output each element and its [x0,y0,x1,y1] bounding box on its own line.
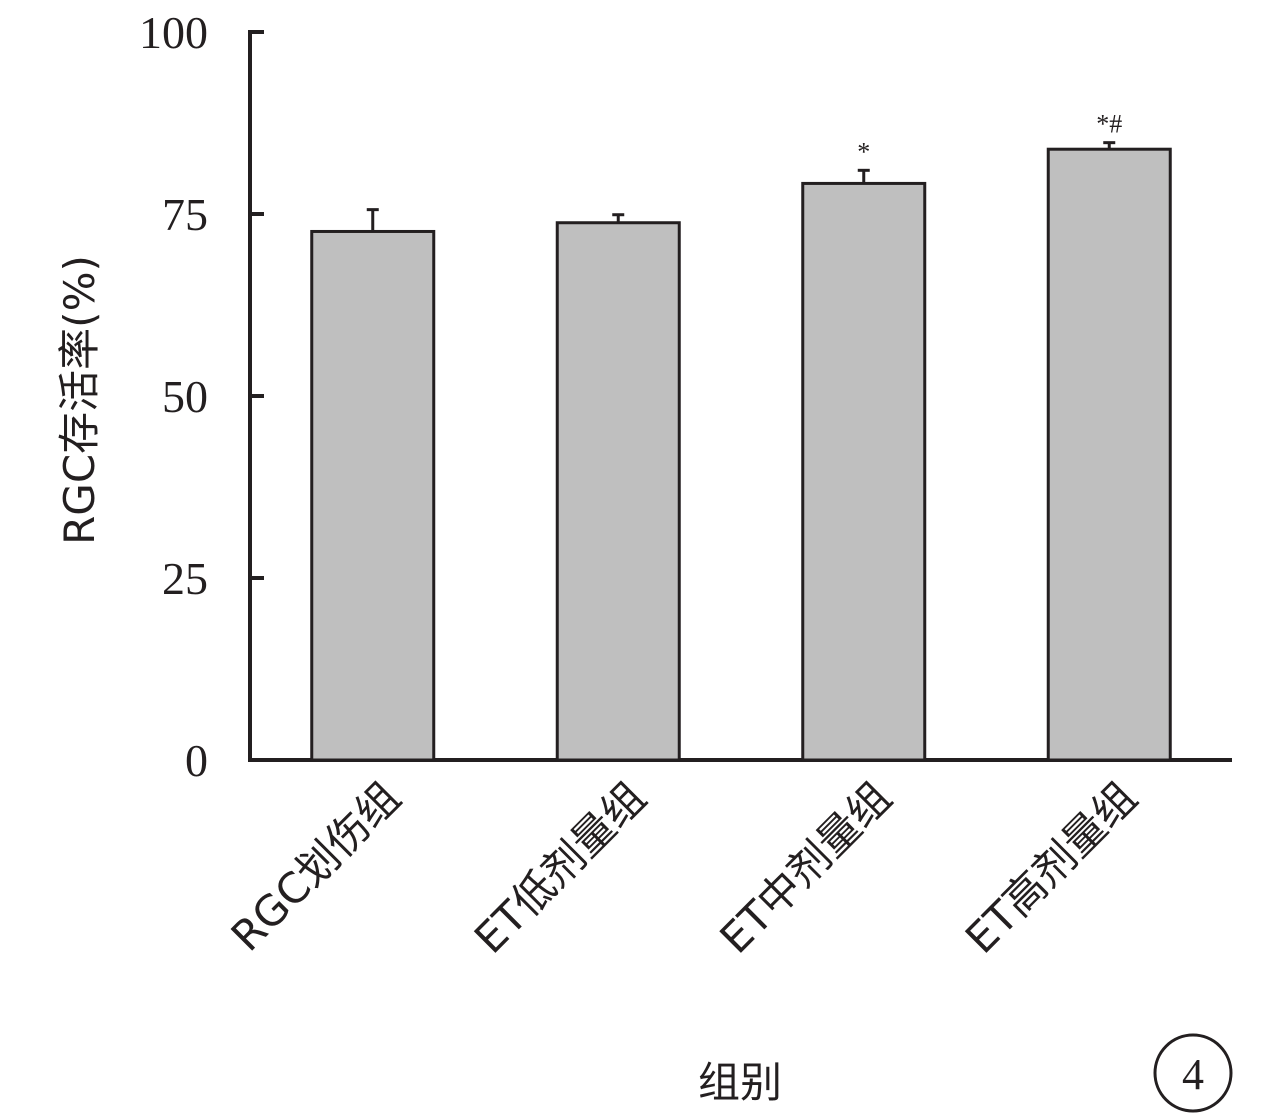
x-axis-title: 组别 [698,1058,782,1107]
bar [310,229,436,762]
y-tick-label: 25 [162,553,208,604]
panel-badge: 4 [1153,1033,1233,1113]
category-labels: RGC划伤组 ET低剂量组 ET中剂量组 ET高剂量组 [222,772,1147,962]
panel-badge-circle [1153,1033,1233,1113]
bar [1046,147,1172,762]
significance-label: *# [1096,110,1122,139]
y-tick-label: 75 [162,189,208,240]
category-label: RGC划伤组 [222,772,410,960]
bar [801,181,927,762]
bar [555,221,681,762]
panel-badge-number: 4 [1182,1050,1204,1099]
y-axis: 0 25 50 75 100 [139,7,264,786]
category-label: ET低剂量组 [465,772,655,962]
y-tick-label: 0 [185,735,208,786]
y-tick-label: 50 [162,371,208,422]
category-label: ET中剂量组 [710,772,900,962]
y-axis-title: RGC存活率(%) [55,255,104,545]
significance-label: * [857,137,870,166]
y-ticks: 0 25 50 75 100 [139,7,264,786]
category-label: ET高剂量组 [956,772,1146,962]
bars: * *# [310,110,1172,762]
y-tick-label: 100 [139,7,208,58]
